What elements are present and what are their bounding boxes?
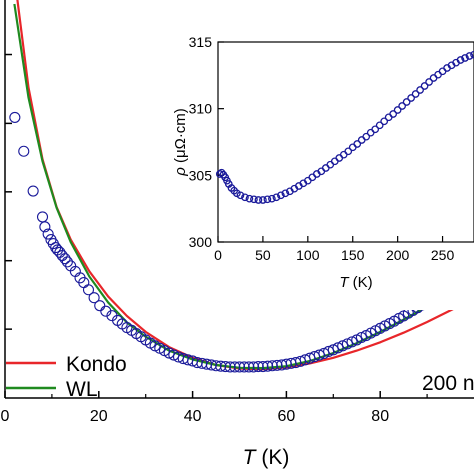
data-point — [252, 361, 264, 373]
inset-data-markers — [215, 50, 474, 204]
data-point — [337, 340, 349, 352]
data-point — [39, 221, 51, 233]
legend: Kondo WL — [6, 353, 127, 401]
inset-data-point — [277, 191, 285, 200]
inset-frame — [217, 41, 474, 243]
main-x-tick-label: 40 — [184, 408, 202, 425]
data-point — [163, 347, 175, 359]
inset-background — [160, 10, 474, 310]
inset-data-point — [420, 82, 429, 90]
inset-y-tick-label: 300 — [189, 234, 213, 250]
data-point — [61, 256, 73, 268]
inset-x-tick-label: 250 — [431, 247, 455, 263]
inset-data-point — [254, 196, 263, 204]
inset-y-tick-label: 310 — [189, 101, 213, 117]
data-point — [219, 361, 231, 373]
inset-data-point — [398, 102, 406, 110]
inset-data-point — [259, 196, 267, 204]
inset-data-point — [245, 194, 254, 203]
inset-data-point — [353, 140, 362, 148]
data-point — [82, 284, 95, 296]
data-point — [233, 361, 246, 373]
inset-data-point — [236, 191, 245, 200]
data-point — [27, 185, 39, 197]
data-point — [59, 253, 71, 265]
inset-plot: 300 305 310 315 0 50 100 150 200 250 T (K) ρ (μΩ… — [160, 10, 474, 310]
main-x-tick-label: 20 — [90, 408, 108, 425]
main-x-tick-label: 0 — [1, 408, 10, 425]
data-point — [346, 336, 358, 348]
inset-x-tick-label: 200 — [386, 247, 410, 263]
data-point — [327, 344, 339, 356]
inset-data-point — [362, 132, 371, 141]
inset-data-point — [375, 121, 384, 130]
data-point — [229, 361, 241, 373]
data-point — [215, 360, 227, 372]
data-point — [323, 345, 335, 357]
data-point — [224, 361, 236, 373]
inset-data-point — [344, 147, 353, 156]
main-x-tick-label: 80 — [371, 408, 389, 425]
inset-data-point — [217, 168, 226, 177]
inset-data-point — [402, 98, 411, 106]
data-point — [266, 360, 278, 372]
data-point — [332, 342, 344, 354]
inset-data-point — [416, 86, 424, 94]
inset-data-point — [411, 90, 420, 98]
inset-data-point — [456, 56, 465, 64]
inset-data-point — [250, 195, 258, 204]
data-point — [248, 361, 260, 373]
inset-data-point — [268, 194, 276, 203]
inset-data-point — [425, 78, 433, 86]
data-point — [88, 292, 100, 304]
inset-x-ticks: 0 50 100 150 200 250 — [214, 236, 454, 263]
main-x-tick-label: 60 — [278, 408, 296, 425]
data-point — [355, 331, 367, 344]
data-point — [9, 111, 21, 123]
main-x-ticks: 0 20 40 60 80 — [1, 391, 428, 425]
inset-y-tick-label: 315 — [189, 34, 213, 50]
data-point — [238, 361, 250, 373]
inset-data-point — [393, 106, 402, 114]
inset-y-axis-label: ρ (μΩ·cm) — [172, 108, 189, 177]
data-point — [341, 338, 353, 350]
main-x-axis-label: T (K) — [243, 446, 290, 469]
inset-x-tick-label: 100 — [296, 247, 320, 263]
inset-data-point — [389, 110, 398, 118]
inset-x-tick-label: 0 — [214, 247, 222, 263]
inset-data-point — [272, 193, 281, 202]
inset-data-point — [461, 54, 469, 62]
inset-data-point — [407, 94, 415, 102]
inset-data-point — [241, 193, 249, 202]
inset-data-point — [263, 195, 272, 204]
inset-x-tick-label: 50 — [255, 247, 271, 263]
legend-label-kondo: Kondo — [66, 353, 127, 376]
inset-data-point — [465, 52, 474, 60]
inset-data-point — [380, 117, 389, 126]
inset-data-point — [371, 125, 380, 134]
data-point — [36, 211, 49, 223]
inset-x-tick-label: 150 — [341, 247, 365, 263]
inset-y-ticks: 300 305 310 315 — [189, 34, 224, 250]
data-point — [168, 349, 180, 361]
data-point — [94, 300, 106, 312]
data-point — [257, 361, 269, 373]
data-point — [42, 228, 54, 240]
inset-y-tick-label: 305 — [189, 167, 213, 183]
data-point — [318, 347, 330, 359]
inset-data-point — [281, 189, 290, 198]
inset-x-axis-label: T (K) — [339, 274, 372, 291]
legend-label-wl: WL — [66, 378, 98, 401]
data-point — [313, 349, 325, 361]
inset-data-point — [215, 170, 224, 178]
main-y-ticks — [5, 53, 12, 330]
data-point — [210, 360, 222, 372]
annotation-label: 200 n — [422, 372, 474, 395]
data-point — [243, 361, 255, 373]
data-point — [262, 360, 274, 372]
data-point — [18, 145, 30, 157]
